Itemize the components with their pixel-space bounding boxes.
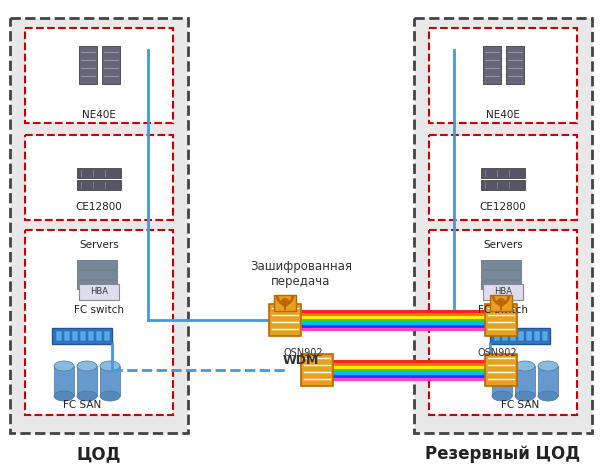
Bar	[77, 260, 117, 269]
Text: NE40E: NE40E	[82, 110, 116, 120]
Text: HBA: HBA	[494, 287, 512, 297]
Bar	[77, 270, 117, 279]
Bar	[25, 135, 173, 220]
Bar	[515, 366, 535, 396]
Bar	[56, 331, 62, 341]
Bar	[481, 270, 521, 279]
Bar	[102, 46, 120, 84]
Bar	[485, 354, 517, 386]
Bar	[25, 28, 173, 123]
Bar	[10, 18, 188, 433]
Bar	[96, 331, 102, 341]
Bar	[481, 180, 525, 190]
Bar	[269, 304, 301, 336]
Bar	[77, 180, 121, 190]
Ellipse shape	[54, 391, 74, 401]
Ellipse shape	[54, 361, 74, 371]
Bar	[492, 366, 512, 396]
Bar	[490, 295, 512, 311]
Ellipse shape	[538, 361, 558, 371]
Text: ЦОД: ЦОД	[76, 445, 121, 463]
Bar	[79, 284, 119, 300]
Bar	[510, 331, 516, 341]
Text: HBA: HBA	[90, 287, 108, 297]
Bar	[104, 331, 110, 341]
Bar	[88, 331, 94, 341]
Bar	[483, 46, 501, 84]
Text: FC switch: FC switch	[74, 305, 124, 315]
Ellipse shape	[492, 361, 512, 371]
Bar	[490, 328, 550, 344]
Text: FC switch: FC switch	[478, 305, 528, 315]
Ellipse shape	[492, 391, 512, 401]
Ellipse shape	[515, 361, 535, 371]
Bar	[526, 331, 532, 341]
Circle shape	[281, 298, 289, 306]
Bar	[429, 230, 577, 415]
Bar	[481, 260, 521, 269]
Bar	[542, 331, 548, 341]
Circle shape	[497, 298, 505, 306]
Bar	[301, 354, 333, 386]
Bar	[485, 304, 517, 336]
Ellipse shape	[538, 391, 558, 401]
Bar	[72, 331, 78, 341]
Bar	[274, 295, 296, 311]
Ellipse shape	[100, 361, 120, 371]
Text: Резервный ЦОД: Резервный ЦОД	[426, 445, 580, 463]
Text: FC SAN: FC SAN	[63, 400, 101, 410]
Bar	[100, 366, 120, 396]
Ellipse shape	[100, 391, 120, 401]
Bar	[64, 331, 70, 341]
Bar	[429, 28, 577, 123]
Text: Servers: Servers	[483, 240, 523, 250]
Text: CE12800: CE12800	[480, 202, 526, 212]
Bar	[534, 331, 540, 341]
Bar	[506, 46, 524, 84]
Bar	[77, 168, 121, 178]
Bar	[52, 328, 112, 344]
Bar	[502, 331, 508, 341]
Text: WDM: WDM	[283, 354, 319, 367]
Bar	[54, 366, 74, 396]
Bar	[481, 168, 525, 178]
Bar	[429, 135, 577, 220]
Bar	[538, 366, 558, 396]
Text: CE12800: CE12800	[76, 202, 122, 212]
Bar	[79, 46, 97, 84]
Bar	[77, 280, 117, 289]
Bar	[483, 284, 523, 300]
Bar	[481, 280, 521, 289]
Bar	[414, 18, 592, 433]
Text: Servers: Servers	[79, 240, 119, 250]
Bar	[25, 230, 173, 415]
Bar	[494, 331, 500, 341]
Text: FC SAN: FC SAN	[501, 400, 539, 410]
Text: NE40E: NE40E	[486, 110, 520, 120]
Text: OSN902: OSN902	[283, 348, 323, 358]
Bar	[518, 331, 524, 341]
Text: OSN902: OSN902	[477, 348, 517, 358]
Text: Зашифрованная
передача: Зашифрованная передача	[250, 260, 352, 288]
Ellipse shape	[77, 361, 97, 371]
Bar	[80, 331, 86, 341]
Bar	[77, 366, 97, 396]
Ellipse shape	[77, 391, 97, 401]
Ellipse shape	[515, 391, 535, 401]
